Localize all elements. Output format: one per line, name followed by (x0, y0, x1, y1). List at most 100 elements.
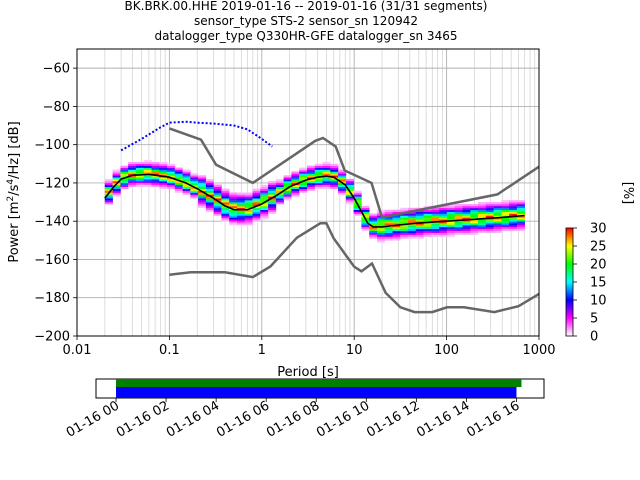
heatmap-cell (112, 177, 121, 180)
heatmap-cell (182, 177, 191, 180)
heatmap-cell (400, 207, 409, 210)
heatmap-cell (408, 213, 417, 216)
heatmap-cell (112, 184, 121, 187)
heatmap-cell (377, 234, 386, 237)
heatmap-cell (299, 169, 308, 172)
heatmap-cell (353, 194, 362, 197)
heatmap-cell (439, 205, 448, 209)
heatmap-cell (377, 238, 386, 241)
heatmap-cell (369, 236, 378, 239)
heatmap-cell (322, 179, 331, 182)
heatmap-cell (408, 232, 417, 235)
heatmap-cell (213, 211, 222, 214)
heatmap-cell (439, 230, 448, 233)
heatmap-cell (516, 213, 525, 216)
heatmap-cell (454, 215, 463, 218)
heatmap-cell (392, 232, 401, 235)
heatmap-cell (182, 184, 191, 187)
heatmap-cell (135, 184, 144, 187)
colorbar-label: [%] (620, 182, 635, 205)
heatmap-cell (143, 181, 152, 184)
heatmap-cell (244, 204, 253, 207)
heatmap-cell (485, 202, 494, 205)
heatmap-cell (454, 226, 463, 230)
heatmap-cell (446, 230, 455, 233)
heatmap-cell (307, 173, 316, 176)
heatmap-cell (237, 202, 246, 205)
heatmap-cell (182, 186, 191, 189)
heatmap-cell (314, 181, 323, 184)
timeline-tick-label: 01-16 02 (114, 398, 172, 440)
heatmap-cell (213, 194, 222, 197)
heatmap-cell (252, 196, 261, 199)
heatmap-cell (423, 223, 432, 226)
heatmap-cell (198, 196, 207, 199)
heatmap-cell (174, 177, 183, 180)
heatmap-cell (330, 173, 339, 176)
heatmap-cell (415, 213, 424, 216)
heatmap-cell (369, 223, 378, 226)
heatmap-cell (104, 188, 113, 191)
heatmap-cell (143, 177, 152, 180)
heatmap-cell (268, 211, 277, 214)
heatmap-cell (415, 226, 424, 230)
heatmap-cell (167, 186, 176, 189)
heatmap-cell (268, 202, 277, 205)
heatmap-cell (182, 192, 191, 195)
heatmap-cell (260, 204, 269, 207)
heatmap-cell (415, 219, 424, 222)
heatmap-cell (462, 221, 471, 224)
nhnm-noise-model (168, 127, 540, 219)
heatmap-cell (478, 211, 487, 214)
heatmap-cell (205, 184, 214, 187)
heatmap-cell (159, 179, 168, 182)
heatmap-cell (470, 219, 479, 222)
heatmap-cell (104, 182, 113, 186)
heatmap-cell (120, 165, 129, 168)
heatmap-cell (268, 194, 277, 197)
y-tick-label: −80 (43, 100, 70, 115)
heatmap-cell (260, 215, 269, 218)
heatmap-cell (167, 171, 176, 174)
heatmap-cell (322, 182, 331, 186)
heatmap-cell (501, 217, 510, 220)
heatmap-cell (338, 171, 347, 174)
heatmap-cell (446, 225, 455, 228)
heatmap-cell (275, 198, 284, 201)
heatmap-cell (190, 192, 199, 195)
heatmap-cell (120, 175, 129, 178)
heatmap-cell (431, 232, 440, 235)
heatmap-cell (478, 219, 487, 222)
heatmap-cell (283, 188, 292, 191)
heatmap-cell (205, 181, 214, 184)
heatmap-cell (431, 228, 440, 232)
heatmap-cell (135, 179, 144, 182)
heatmap-cell (345, 196, 354, 199)
heatmap-cell (322, 186, 331, 189)
heatmap-cell (493, 221, 502, 224)
ppsd-plot: 0.01 0.1 1 10 100 1000 −60 −80 −100 −120 −140 −160… (6, 48, 556, 380)
heatmap-cell (454, 221, 463, 224)
heatmap-cell (454, 205, 463, 209)
heatmap-cell (213, 188, 222, 191)
heatmap-cell (283, 177, 292, 180)
heatmap-cell (128, 175, 137, 178)
heatmap-cell (221, 205, 230, 209)
heatmap-cell (322, 169, 331, 172)
heatmap-cell (151, 182, 160, 186)
heatmap-cell (221, 217, 230, 220)
heatmap-cell (237, 192, 246, 195)
heatmap-cell (198, 194, 207, 197)
heatmap-cell (135, 169, 144, 172)
heatmap-cell (446, 207, 455, 210)
heatmap-cell (151, 169, 160, 172)
heatmap-cell (462, 232, 471, 235)
heatmap-cell (174, 175, 183, 178)
heatmap-cell (501, 202, 510, 205)
heatmap-cell (415, 228, 424, 232)
heatmap-cell (112, 192, 121, 195)
heatmap-cell (384, 226, 393, 230)
y-tick-label: −160 (34, 253, 70, 268)
heatmap-cell (454, 228, 463, 232)
heatmap-cell (174, 190, 183, 193)
